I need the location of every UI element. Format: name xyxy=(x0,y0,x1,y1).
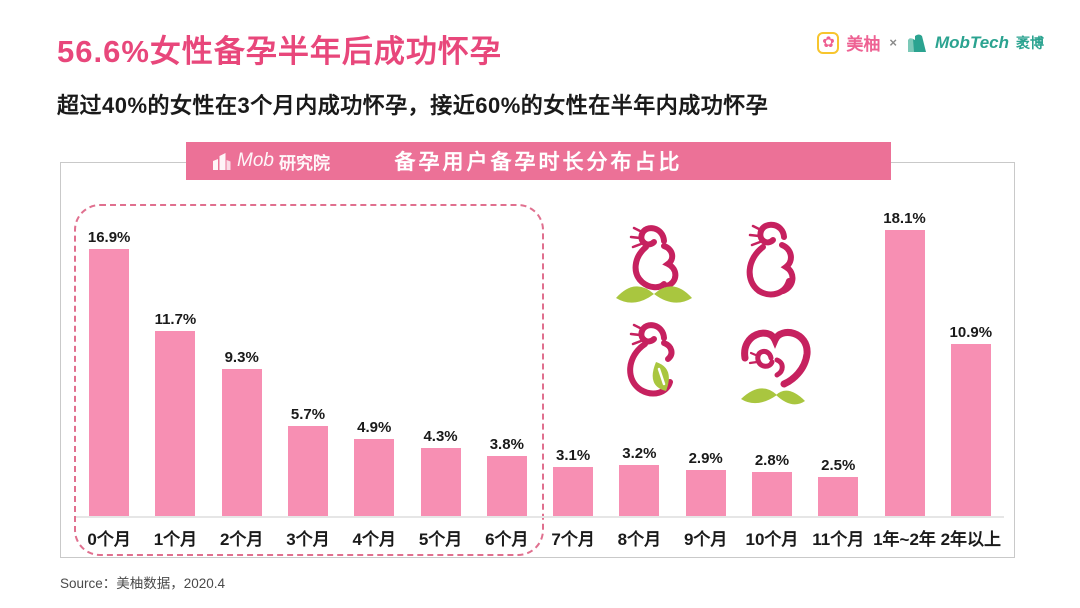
bar-value-label: 11.7% xyxy=(154,311,197,329)
highlight-region-box xyxy=(74,204,544,556)
mother-silhouette-icon xyxy=(746,221,796,298)
mother-baby-illustrations xyxy=(606,219,822,415)
bar-value-label: 4.9% xyxy=(357,418,392,436)
bar-column: 2.5% xyxy=(805,456,871,516)
x-axis-label: 9个月 xyxy=(683,530,728,549)
x-axis-label: 6个月 xyxy=(485,530,529,549)
x-axis-labels-row: 0个月 1个月 2个月 3个月 4个月 5个月 6个月 7个月 8个月 9个月 10个月 11个月 1年… xyxy=(76,518,1004,557)
bar-value-label: 16.9% xyxy=(87,228,131,246)
chart-panel: Mob 研究院 备孕用户备孕时长分布占比 xyxy=(60,142,1015,558)
mobtech-logo-icon xyxy=(908,34,927,52)
bar-column: 10.9% xyxy=(938,324,1004,516)
bar-column: 3.8% xyxy=(474,436,540,516)
bar-value-label: 3.1% xyxy=(556,447,591,465)
x-axis-label: 2个月 xyxy=(219,530,264,549)
bar xyxy=(884,230,925,516)
bar-column: 3.1% xyxy=(540,447,606,516)
bar xyxy=(950,343,991,516)
mother-child-heart-icon xyxy=(741,329,811,405)
chart-header-banner: Mob 研究院 备孕用户备孕时长分布占比 xyxy=(186,142,891,180)
mob-logo-suffix: 研究院 xyxy=(278,153,330,173)
brand-separator: × xyxy=(889,35,898,50)
mother-baby-leaves-icon xyxy=(616,225,692,303)
x-axis-label: 11个月 xyxy=(812,530,865,549)
bar-column: 4.3% xyxy=(407,428,473,516)
bar-chart: 16.9% 11.7% 9.3% 5.7% 4.9% 4.3% 3.8% 3.1% 3.2% 2.… xyxy=(76,203,1004,557)
bar-column: 3.2% xyxy=(606,445,672,516)
bar-value-label: 5.7% xyxy=(290,405,326,423)
bar xyxy=(221,369,262,516)
meiyou-logo-text: 美柚 xyxy=(846,35,881,54)
bar xyxy=(486,455,527,516)
x-axis-label: 8个月 xyxy=(617,530,662,549)
x-axis-label: 3个月 xyxy=(286,530,330,549)
x-axis-label: 0个月 xyxy=(87,530,131,549)
x-axis-label: 2年以上 xyxy=(940,530,1002,549)
bar-value-label: 2.9% xyxy=(688,450,723,468)
bar-column: 4.9% xyxy=(341,419,407,516)
bar-value-label: 9.3% xyxy=(224,349,259,367)
bar-value-label: 3.8% xyxy=(489,435,524,453)
bar-value-label: 3.2% xyxy=(622,445,657,463)
bar xyxy=(818,476,859,516)
building-icon xyxy=(213,152,231,170)
bar xyxy=(751,471,792,516)
x-axis-label: 4个月 xyxy=(352,530,396,549)
bar xyxy=(354,438,395,516)
source-note: Source：美柚数据，2020.4 xyxy=(60,576,226,591)
page-title: 56.6%女性备孕半年后成功怀孕 xyxy=(57,34,502,69)
mobtech-logo-suffix: 袤博 xyxy=(1016,34,1044,51)
bar-column: 2.8% xyxy=(739,452,805,516)
bar-column: 18.1% xyxy=(871,210,937,516)
bar-value-label: 2.5% xyxy=(821,456,856,474)
bar-value-label: 10.9% xyxy=(949,323,993,341)
bar-value-label: 18.1% xyxy=(883,210,926,228)
bar-column: 2.9% xyxy=(673,450,739,516)
x-axis-label: 7个月 xyxy=(551,530,595,549)
bar-value-label: 4.3% xyxy=(423,428,458,446)
bar xyxy=(287,425,328,516)
mobtech-logo-text: MobTech xyxy=(935,32,1009,52)
bar xyxy=(619,465,660,516)
x-axis-label: 1年~2年 xyxy=(873,530,936,549)
mob-logo-mob: Mob xyxy=(237,150,274,171)
chart-title: 备孕用户备孕时长分布占比 xyxy=(394,151,683,174)
bar xyxy=(89,248,130,516)
x-axis-label: 10个月 xyxy=(745,530,799,549)
mob-institute-logo: Mob 研究院 xyxy=(212,149,330,174)
bar-column: 5.7% xyxy=(275,406,341,516)
bar xyxy=(155,331,196,516)
bar xyxy=(685,470,726,516)
brand-logos: ✿ 美柚 × MobTech 袤博 xyxy=(817,30,1044,55)
x-axis-label: 5个月 xyxy=(418,530,463,549)
bars-row: 16.9% 11.7% 9.3% 5.7% 4.9% 4.3% 3.8% 3.1% 3.2% 2.… xyxy=(76,203,1004,518)
bar xyxy=(553,467,594,516)
x-axis-label: 1个月 xyxy=(153,530,198,549)
meiyou-flower-icon: ✿ xyxy=(817,31,840,54)
bar-column: 16.9% xyxy=(76,229,142,516)
mother-leaf-belly-icon xyxy=(627,322,675,397)
page-subtitle: 超过40%的女性在3个月内成功怀孕，接近60%的女性在半年内成功怀孕 xyxy=(57,93,769,118)
bar-column: 9.3% xyxy=(209,349,275,516)
bar-column: 11.7% xyxy=(142,311,208,516)
bar xyxy=(420,448,461,516)
bar-value-label: 2.8% xyxy=(754,451,790,469)
